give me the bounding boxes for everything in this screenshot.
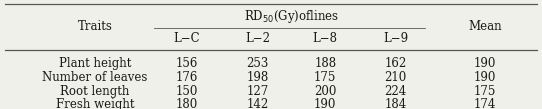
Text: 188: 188 — [314, 57, 336, 70]
Text: 184: 184 — [384, 98, 407, 109]
Text: 200: 200 — [314, 84, 337, 98]
Text: 142: 142 — [246, 98, 269, 109]
Text: Plant height: Plant height — [59, 57, 131, 70]
Text: 175: 175 — [474, 84, 496, 98]
Text: 180: 180 — [176, 98, 198, 109]
Text: L−9: L−9 — [383, 32, 408, 45]
Text: 162: 162 — [384, 57, 407, 70]
Text: 175: 175 — [314, 71, 337, 84]
Text: L−2: L−2 — [245, 32, 270, 45]
Text: Number of leaves: Number of leaves — [42, 71, 147, 84]
Text: Fresh weight: Fresh weight — [56, 98, 134, 109]
Text: 174: 174 — [474, 98, 496, 109]
Text: 190: 190 — [474, 71, 496, 84]
Text: 190: 190 — [474, 57, 496, 70]
Text: 127: 127 — [246, 84, 269, 98]
Text: 156: 156 — [176, 57, 198, 70]
Text: Mean: Mean — [468, 20, 502, 33]
Text: 224: 224 — [384, 84, 407, 98]
Text: 253: 253 — [246, 57, 269, 70]
Text: RD$_{50}$(Gy)oflines: RD$_{50}$(Gy)oflines — [244, 8, 339, 25]
Text: 176: 176 — [176, 71, 198, 84]
Text: 190: 190 — [314, 98, 337, 109]
Text: 150: 150 — [176, 84, 198, 98]
Text: Traits: Traits — [78, 20, 112, 33]
Text: Root length: Root length — [60, 84, 130, 98]
Text: L−8: L−8 — [313, 32, 338, 45]
Text: L−C: L−C — [173, 32, 201, 45]
Text: 198: 198 — [246, 71, 269, 84]
Text: 210: 210 — [384, 71, 407, 84]
